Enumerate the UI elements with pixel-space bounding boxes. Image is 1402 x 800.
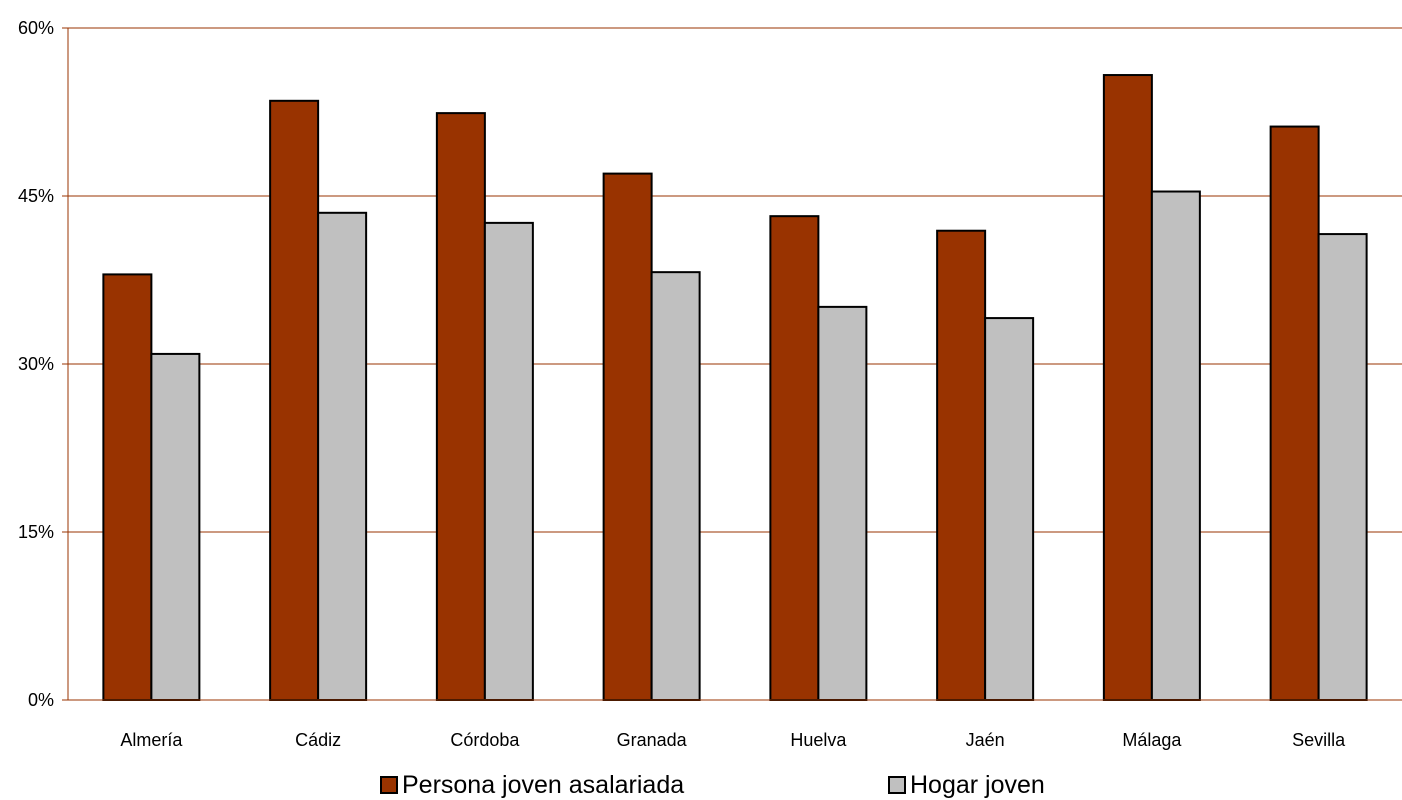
bar	[102, 273, 153, 701]
bar	[483, 221, 534, 701]
bar	[936, 229, 987, 701]
x-tick-label: Almería	[120, 730, 183, 750]
x-tick-label: Málaga	[1122, 730, 1182, 750]
bar-chart: 0% 15% 30% 45% 60% Almería Cádiz Córdoba Granad…	[18, 18, 1402, 750]
y-tick-label: 0%	[28, 690, 54, 710]
bar	[602, 172, 653, 702]
legend-item-hogar-joven: Hogar joven	[888, 770, 1045, 800]
y-tick-label: 15%	[18, 522, 54, 542]
y-tick-label: 60%	[18, 18, 54, 38]
bar	[650, 271, 701, 701]
bar	[1102, 74, 1153, 702]
legend-label-persona-joven: Persona joven asalariada	[402, 771, 685, 799]
x-tick-label: Córdoba	[450, 730, 520, 750]
axes	[67, 28, 1402, 701]
x-tick-label: Granada	[617, 730, 688, 750]
x-tick-label: Huelva	[790, 730, 847, 750]
gridlines	[68, 27, 1402, 533]
bar	[1317, 233, 1368, 702]
bar	[769, 215, 820, 701]
y-axis-ticks: 0% 15% 30% 45% 60%	[18, 18, 68, 710]
bar	[435, 112, 486, 702]
bar	[150, 352, 201, 701]
bar	[1150, 190, 1201, 702]
bar	[984, 317, 1035, 701]
legend-label-hogar-joven: Hogar joven	[910, 771, 1045, 799]
bar	[317, 211, 368, 702]
x-tick-label: Sevilla	[1292, 730, 1346, 750]
legend-swatch-persona-joven	[380, 776, 398, 794]
legend-item-persona-joven: Persona joven asalariada	[380, 770, 684, 800]
x-axis-ticks: Almería Cádiz Córdoba Granada Huelva Jaén Mála…	[120, 730, 1346, 750]
bars	[102, 74, 1368, 702]
bar	[1269, 125, 1320, 701]
x-tick-label: Cádiz	[295, 730, 341, 750]
y-tick-label: 30%	[18, 354, 54, 374]
bar	[817, 305, 868, 701]
bar	[269, 99, 320, 702]
legend: Persona joven asalariada Hogar joven	[0, 770, 1402, 800]
legend-swatch-hogar-joven	[888, 776, 906, 794]
x-tick-label: Jaén	[966, 730, 1005, 750]
y-tick-label: 45%	[18, 186, 54, 206]
